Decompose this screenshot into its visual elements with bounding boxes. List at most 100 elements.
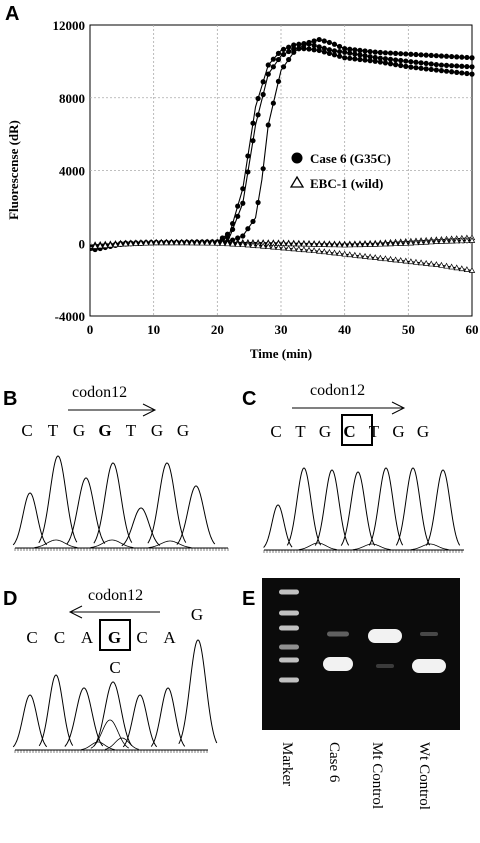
data-point	[347, 46, 353, 52]
data-point	[291, 46, 297, 52]
data-point	[331, 52, 338, 58]
gel-band	[279, 610, 299, 616]
data-point	[382, 50, 389, 56]
data-point	[469, 55, 475, 61]
data-point	[372, 240, 379, 247]
data-point	[428, 260, 435, 267]
data-point	[357, 56, 363, 63]
data-point	[372, 254, 379, 261]
data-point	[357, 52, 363, 58]
data-point	[163, 239, 170, 246]
data-point	[433, 261, 440, 267]
data-point	[296, 41, 302, 47]
x-tick-label: 20	[211, 322, 224, 337]
x-tick-label: 30	[275, 322, 288, 337]
data-point	[433, 238, 440, 244]
data-point	[341, 241, 348, 248]
data-point	[387, 240, 394, 247]
data-point	[260, 79, 266, 85]
data-point	[342, 55, 348, 61]
data-point	[469, 64, 475, 70]
chromatogram-peak	[38, 455, 78, 544]
sequence-base: G	[392, 422, 404, 441]
panel-c-chromatogram	[263, 467, 464, 553]
lane-label-marker: Marker	[279, 742, 295, 786]
data-point	[336, 43, 343, 50]
panel-c-codon-label: codon12	[310, 382, 365, 399]
legend-label-case6: Case 6 (G35C)	[310, 151, 391, 166]
data-point	[331, 241, 338, 248]
chromatogram-peak	[286, 467, 322, 546]
sequence-base: G	[191, 605, 203, 624]
chromatogram-peak	[150, 687, 186, 747]
data-point	[245, 226, 251, 232]
data-point	[398, 62, 404, 69]
data-point	[290, 245, 297, 252]
data-point	[463, 237, 471, 244]
data-point	[458, 237, 466, 244]
x-tick-label: 0	[87, 322, 94, 337]
gel-band	[412, 659, 446, 673]
data-point	[336, 53, 343, 59]
data-point	[438, 62, 445, 68]
data-point	[468, 236, 476, 243]
data-point	[377, 59, 383, 65]
gel-bands	[279, 589, 446, 683]
chromatogram-peak	[263, 504, 293, 548]
chromatogram-peak	[12, 492, 48, 546]
grid-lines	[90, 25, 472, 316]
data-point	[147, 239, 155, 246]
data-point	[438, 53, 445, 59]
data-point	[351, 241, 359, 248]
gel-image	[262, 578, 460, 730]
data-point	[286, 48, 292, 55]
data-point	[275, 78, 282, 84]
data-point	[306, 46, 312, 52]
legend-label-ebc1: EBC-1 (wild)	[310, 176, 383, 191]
data-point	[306, 39, 312, 46]
series-marks	[89, 36, 476, 273]
data-point	[122, 240, 129, 247]
data-point	[377, 55, 383, 61]
data-point	[438, 68, 445, 74]
data-point	[296, 46, 302, 52]
chromatogram-peak	[12, 694, 48, 748]
data-point	[468, 266, 476, 273]
gel-band	[327, 631, 349, 637]
panel-b-codon-label: codon12	[72, 384, 127, 401]
y-tick-label: 8000	[59, 91, 85, 106]
data-point	[326, 47, 332, 53]
data-point	[438, 261, 445, 268]
data-point	[398, 51, 404, 57]
data-point	[392, 256, 399, 263]
data-point	[448, 237, 455, 244]
data-point	[454, 69, 460, 75]
data-point	[428, 238, 435, 245]
data-point	[433, 53, 439, 59]
data-point	[316, 247, 323, 254]
data-point	[270, 100, 276, 106]
data-point	[367, 54, 373, 60]
data-point	[229, 240, 236, 247]
data-point	[240, 186, 246, 192]
y-tick-label: 0	[79, 236, 86, 251]
data-point	[96, 242, 104, 249]
data-point	[443, 53, 450, 59]
chromatogram-peak	[38, 674, 74, 747]
gel-band	[279, 677, 299, 683]
data-point	[305, 246, 313, 253]
data-point	[412, 258, 420, 265]
data-point	[193, 239, 201, 246]
data-point	[316, 36, 322, 43]
data-point	[255, 199, 261, 206]
panel-label-b: B	[3, 388, 17, 410]
data-point	[265, 62, 271, 68]
data-point	[382, 56, 389, 62]
chromatogram-minor-peak	[90, 719, 130, 749]
panel-b-arrowhead	[142, 403, 157, 417]
data-point	[372, 49, 378, 55]
chromatogram-peak	[66, 477, 106, 545]
chromatogram-peak	[147, 462, 187, 544]
